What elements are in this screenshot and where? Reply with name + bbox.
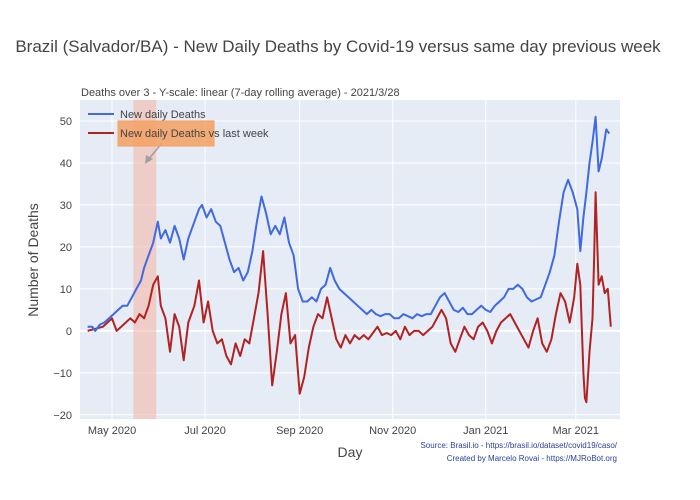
annotation-arrowhead	[145, 155, 153, 164]
legend-label-new-deaths: New daily Deaths	[120, 109, 206, 121]
y-tick-label: 0	[66, 326, 72, 338]
x-tick-label: May 2020	[88, 425, 136, 437]
source-credit: Source: Brasil.io - https://brasil.io/da…	[420, 441, 617, 450]
chart-title: Brazil (Salvador/BA) - New Daily Deaths …	[15, 37, 661, 56]
x-axis-title: Day	[338, 444, 363, 460]
x-tick-label: Jul 2020	[184, 425, 226, 437]
x-tick-label: Jan 2021	[463, 425, 508, 437]
chart-subtitle: Deaths over 3 - Y-scale: linear (7-day r…	[81, 87, 400, 99]
series-layer	[87, 115, 612, 404]
y-tick-label: 20	[60, 242, 72, 254]
y-axis-title: Number of Deaths	[25, 203, 41, 317]
shaded-region	[133, 100, 157, 419]
y-tick-label: −20	[53, 410, 72, 422]
plot-area	[80, 100, 620, 419]
y-axis-ticks: −20 −10 0 10 20 30 40 50	[53, 116, 72, 422]
x-axis-ticks: May 2020 Jul 2020 Sep 2020 Nov 2020 Jan 2021…	[88, 425, 599, 437]
y-tick-label: 10	[60, 284, 72, 296]
y-tick-label: 30	[60, 200, 72, 212]
annotation-box	[117, 120, 215, 147]
grid-lines	[80, 100, 620, 419]
author-credit: Created by Marcelo Rovai - https://MJRoB…	[447, 454, 617, 463]
y-tick-label: −10	[53, 368, 72, 380]
legend-label-vs-last-week: New daily Deaths vs last week	[120, 128, 269, 140]
x-tick-label: Nov 2020	[369, 425, 416, 437]
annotation	[117, 120, 215, 164]
series-line-0	[87, 115, 611, 332]
x-tick-label: Mar 2021	[553, 425, 599, 437]
x-tick-label: Sep 2020	[276, 425, 323, 437]
legend: New daily Deaths New daily Deaths vs las…	[88, 109, 269, 140]
y-tick-label: 40	[60, 158, 72, 170]
series-line-1	[87, 191, 612, 404]
y-tick-label: 50	[60, 116, 72, 128]
